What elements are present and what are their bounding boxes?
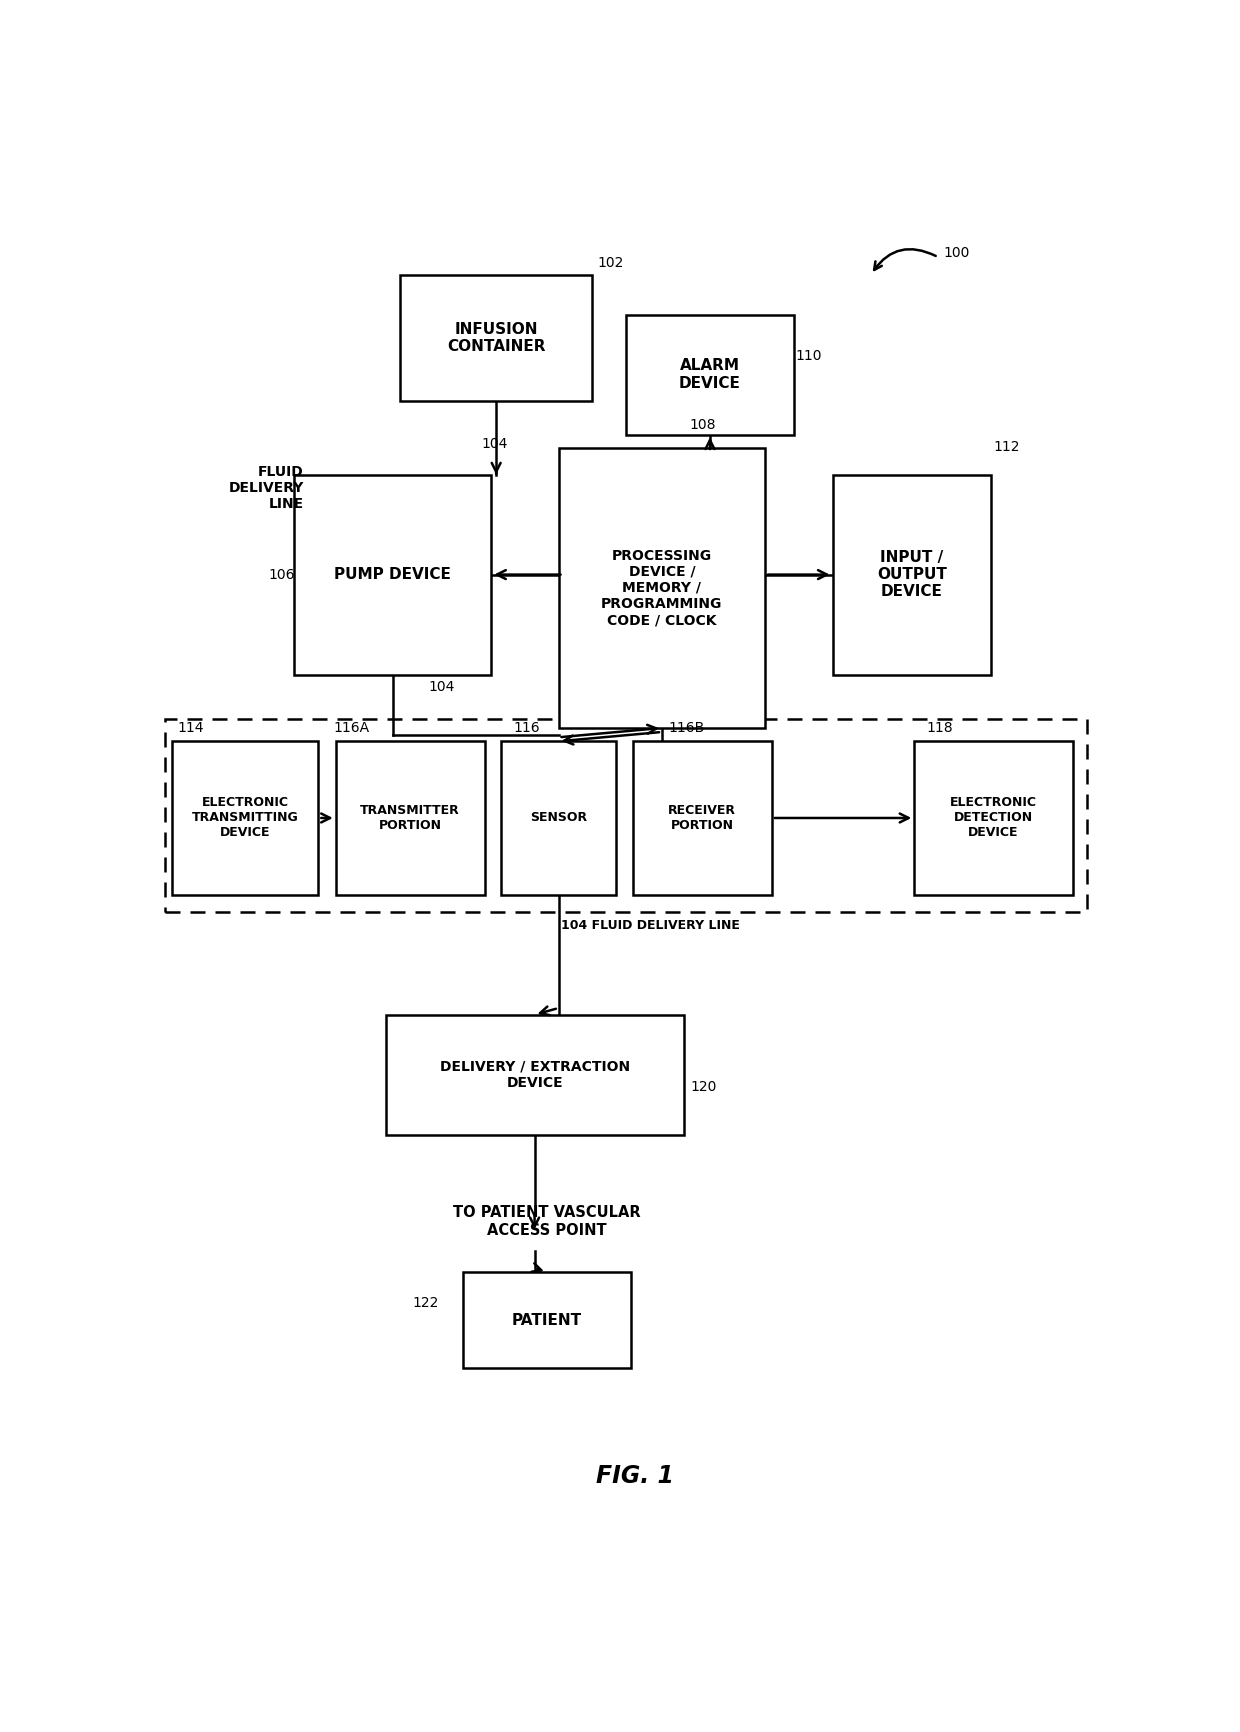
Text: 122: 122 bbox=[413, 1296, 439, 1309]
Text: SENSOR: SENSOR bbox=[529, 812, 588, 824]
Text: PROCESSING
DEVICE /
MEMORY /
PROGRAMMING
CODE / CLOCK: PROCESSING DEVICE / MEMORY / PROGRAMMING… bbox=[601, 549, 723, 627]
FancyBboxPatch shape bbox=[914, 741, 1073, 895]
Text: 110: 110 bbox=[795, 348, 822, 364]
Text: DELIVERY / EXTRACTION
DEVICE: DELIVERY / EXTRACTION DEVICE bbox=[439, 1060, 630, 1089]
FancyBboxPatch shape bbox=[401, 274, 593, 402]
FancyBboxPatch shape bbox=[386, 1015, 683, 1134]
Text: PATIENT: PATIENT bbox=[512, 1313, 582, 1328]
FancyBboxPatch shape bbox=[558, 449, 765, 727]
FancyBboxPatch shape bbox=[172, 741, 319, 895]
FancyBboxPatch shape bbox=[501, 741, 616, 895]
Text: 102: 102 bbox=[596, 256, 624, 270]
Text: 104 FLUID DELIVERY LINE: 104 FLUID DELIVERY LINE bbox=[560, 920, 739, 932]
Text: FLUID
DELIVERY
LINE: FLUID DELIVERY LINE bbox=[228, 464, 304, 511]
Text: ELECTRONIC
DETECTION
DEVICE: ELECTRONIC DETECTION DEVICE bbox=[950, 797, 1037, 840]
Text: 116: 116 bbox=[513, 721, 541, 734]
FancyBboxPatch shape bbox=[294, 475, 491, 675]
Text: 100: 100 bbox=[942, 246, 970, 260]
Text: 108: 108 bbox=[689, 417, 715, 433]
Text: 114: 114 bbox=[177, 721, 203, 734]
FancyBboxPatch shape bbox=[336, 741, 485, 895]
Text: INFUSION
CONTAINER: INFUSION CONTAINER bbox=[446, 322, 546, 353]
Text: INPUT /
OUTPUT
DEVICE: INPUT / OUTPUT DEVICE bbox=[877, 549, 946, 599]
Text: ELECTRONIC
TRANSMITTING
DEVICE: ELECTRONIC TRANSMITTING DEVICE bbox=[192, 797, 299, 840]
Text: TRANSMITTER
PORTION: TRANSMITTER PORTION bbox=[361, 804, 460, 831]
Text: PUMP DEVICE: PUMP DEVICE bbox=[335, 566, 451, 582]
Text: 116A: 116A bbox=[334, 721, 370, 734]
Text: 106: 106 bbox=[268, 568, 295, 582]
Text: 120: 120 bbox=[691, 1079, 717, 1093]
FancyBboxPatch shape bbox=[632, 741, 773, 895]
Text: 104: 104 bbox=[429, 679, 455, 693]
Text: FIG. 1: FIG. 1 bbox=[596, 1464, 675, 1488]
FancyBboxPatch shape bbox=[463, 1271, 631, 1368]
Text: 112: 112 bbox=[993, 440, 1019, 454]
Text: TO PATIENT VASCULAR
ACCESS POINT: TO PATIENT VASCULAR ACCESS POINT bbox=[454, 1205, 641, 1238]
FancyBboxPatch shape bbox=[626, 315, 794, 435]
Text: 104: 104 bbox=[481, 436, 508, 450]
Text: 118: 118 bbox=[926, 721, 954, 734]
Text: ALARM
DEVICE: ALARM DEVICE bbox=[680, 359, 742, 391]
Text: RECEIVER
PORTION: RECEIVER PORTION bbox=[668, 804, 737, 831]
Text: 116B: 116B bbox=[668, 721, 704, 734]
FancyBboxPatch shape bbox=[832, 475, 991, 675]
